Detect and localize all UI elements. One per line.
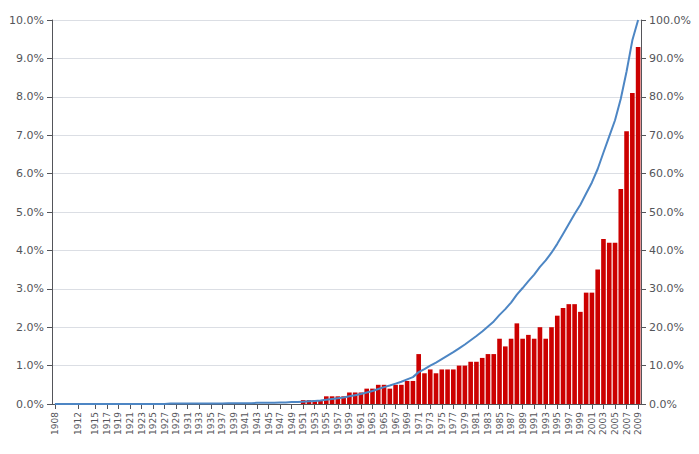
- svg-text:5.0%: 5.0%: [16, 206, 44, 219]
- svg-text:1943: 1943: [252, 412, 262, 435]
- svg-text:1963: 1963: [367, 412, 377, 435]
- svg-text:1933: 1933: [194, 412, 204, 435]
- svg-text:1967: 1967: [391, 412, 401, 435]
- svg-text:70.0%: 70.0%: [649, 129, 684, 142]
- svg-text:1945: 1945: [264, 412, 274, 435]
- svg-text:1931: 1931: [183, 412, 193, 435]
- svg-text:8.0%: 8.0%: [16, 90, 44, 103]
- svg-text:9.0%: 9.0%: [16, 52, 44, 65]
- svg-text:1977: 1977: [448, 412, 458, 435]
- svg-text:3.0%: 3.0%: [16, 282, 44, 295]
- svg-text:90.0%: 90.0%: [649, 52, 684, 65]
- svg-text:1987: 1987: [506, 412, 516, 435]
- svg-text:1959: 1959: [344, 412, 354, 435]
- svg-text:1947: 1947: [275, 412, 285, 435]
- svg-text:1929: 1929: [171, 412, 181, 435]
- svg-text:1983: 1983: [483, 412, 493, 435]
- svg-text:1973: 1973: [425, 412, 435, 435]
- svg-text:10.0%: 10.0%: [9, 14, 44, 27]
- svg-text:1993: 1993: [541, 412, 551, 435]
- svg-text:60.0%: 60.0%: [649, 167, 684, 180]
- svg-text:1989: 1989: [518, 412, 528, 435]
- svg-text:1969: 1969: [402, 412, 412, 435]
- svg-text:1975: 1975: [437, 412, 447, 435]
- svg-text:1927: 1927: [160, 412, 170, 435]
- svg-text:1925: 1925: [148, 412, 158, 435]
- svg-text:2003: 2003: [598, 412, 608, 435]
- svg-text:2005: 2005: [610, 412, 620, 435]
- svg-text:1941: 1941: [240, 412, 250, 435]
- svg-text:1917: 1917: [102, 412, 112, 435]
- svg-text:50.0%: 50.0%: [649, 206, 684, 219]
- svg-text:1981: 1981: [471, 412, 481, 435]
- svg-text:2001: 2001: [587, 412, 597, 435]
- svg-text:1997: 1997: [564, 412, 574, 435]
- svg-text:1923: 1923: [137, 412, 147, 435]
- svg-text:1965: 1965: [379, 412, 389, 435]
- svg-text:2007: 2007: [622, 412, 632, 435]
- svg-text:1.0%: 1.0%: [16, 359, 44, 372]
- svg-text:1999: 1999: [575, 412, 585, 435]
- svg-text:1979: 1979: [460, 412, 470, 435]
- svg-text:2.0%: 2.0%: [16, 321, 44, 334]
- svg-text:1953: 1953: [310, 412, 320, 435]
- svg-text:1985: 1985: [495, 412, 505, 435]
- svg-text:100.0%: 100.0%: [649, 14, 691, 27]
- svg-text:1961: 1961: [356, 412, 366, 435]
- svg-text:1991: 1991: [529, 412, 539, 435]
- svg-text:30.0%: 30.0%: [649, 282, 684, 295]
- svg-text:1951: 1951: [298, 412, 308, 435]
- svg-text:4.0%: 4.0%: [16, 244, 44, 257]
- svg-text:1957: 1957: [333, 412, 343, 435]
- svg-text:1971: 1971: [414, 412, 424, 435]
- svg-text:1908: 1908: [50, 412, 60, 435]
- svg-text:40.0%: 40.0%: [649, 244, 684, 257]
- svg-text:1937: 1937: [217, 412, 227, 435]
- svg-text:1921: 1921: [125, 412, 135, 435]
- svg-text:1935: 1935: [206, 412, 216, 435]
- svg-text:6.0%: 6.0%: [16, 167, 44, 180]
- svg-text:2009: 2009: [633, 412, 643, 435]
- svg-text:1995: 1995: [552, 412, 562, 435]
- svg-text:1919: 1919: [113, 412, 123, 435]
- svg-text:10.0%: 10.0%: [649, 359, 684, 372]
- svg-text:80.0%: 80.0%: [649, 90, 684, 103]
- svg-text:1955: 1955: [321, 412, 331, 435]
- svg-text:1949: 1949: [287, 412, 297, 435]
- svg-text:7.0%: 7.0%: [16, 129, 44, 142]
- svg-text:1915: 1915: [90, 412, 100, 435]
- svg-text:1912: 1912: [73, 412, 83, 435]
- svg-text:0.0%: 0.0%: [16, 398, 44, 411]
- svg-text:1939: 1939: [229, 412, 239, 435]
- svg-text:20.0%: 20.0%: [649, 321, 684, 334]
- svg-text:0.0%: 0.0%: [649, 398, 677, 411]
